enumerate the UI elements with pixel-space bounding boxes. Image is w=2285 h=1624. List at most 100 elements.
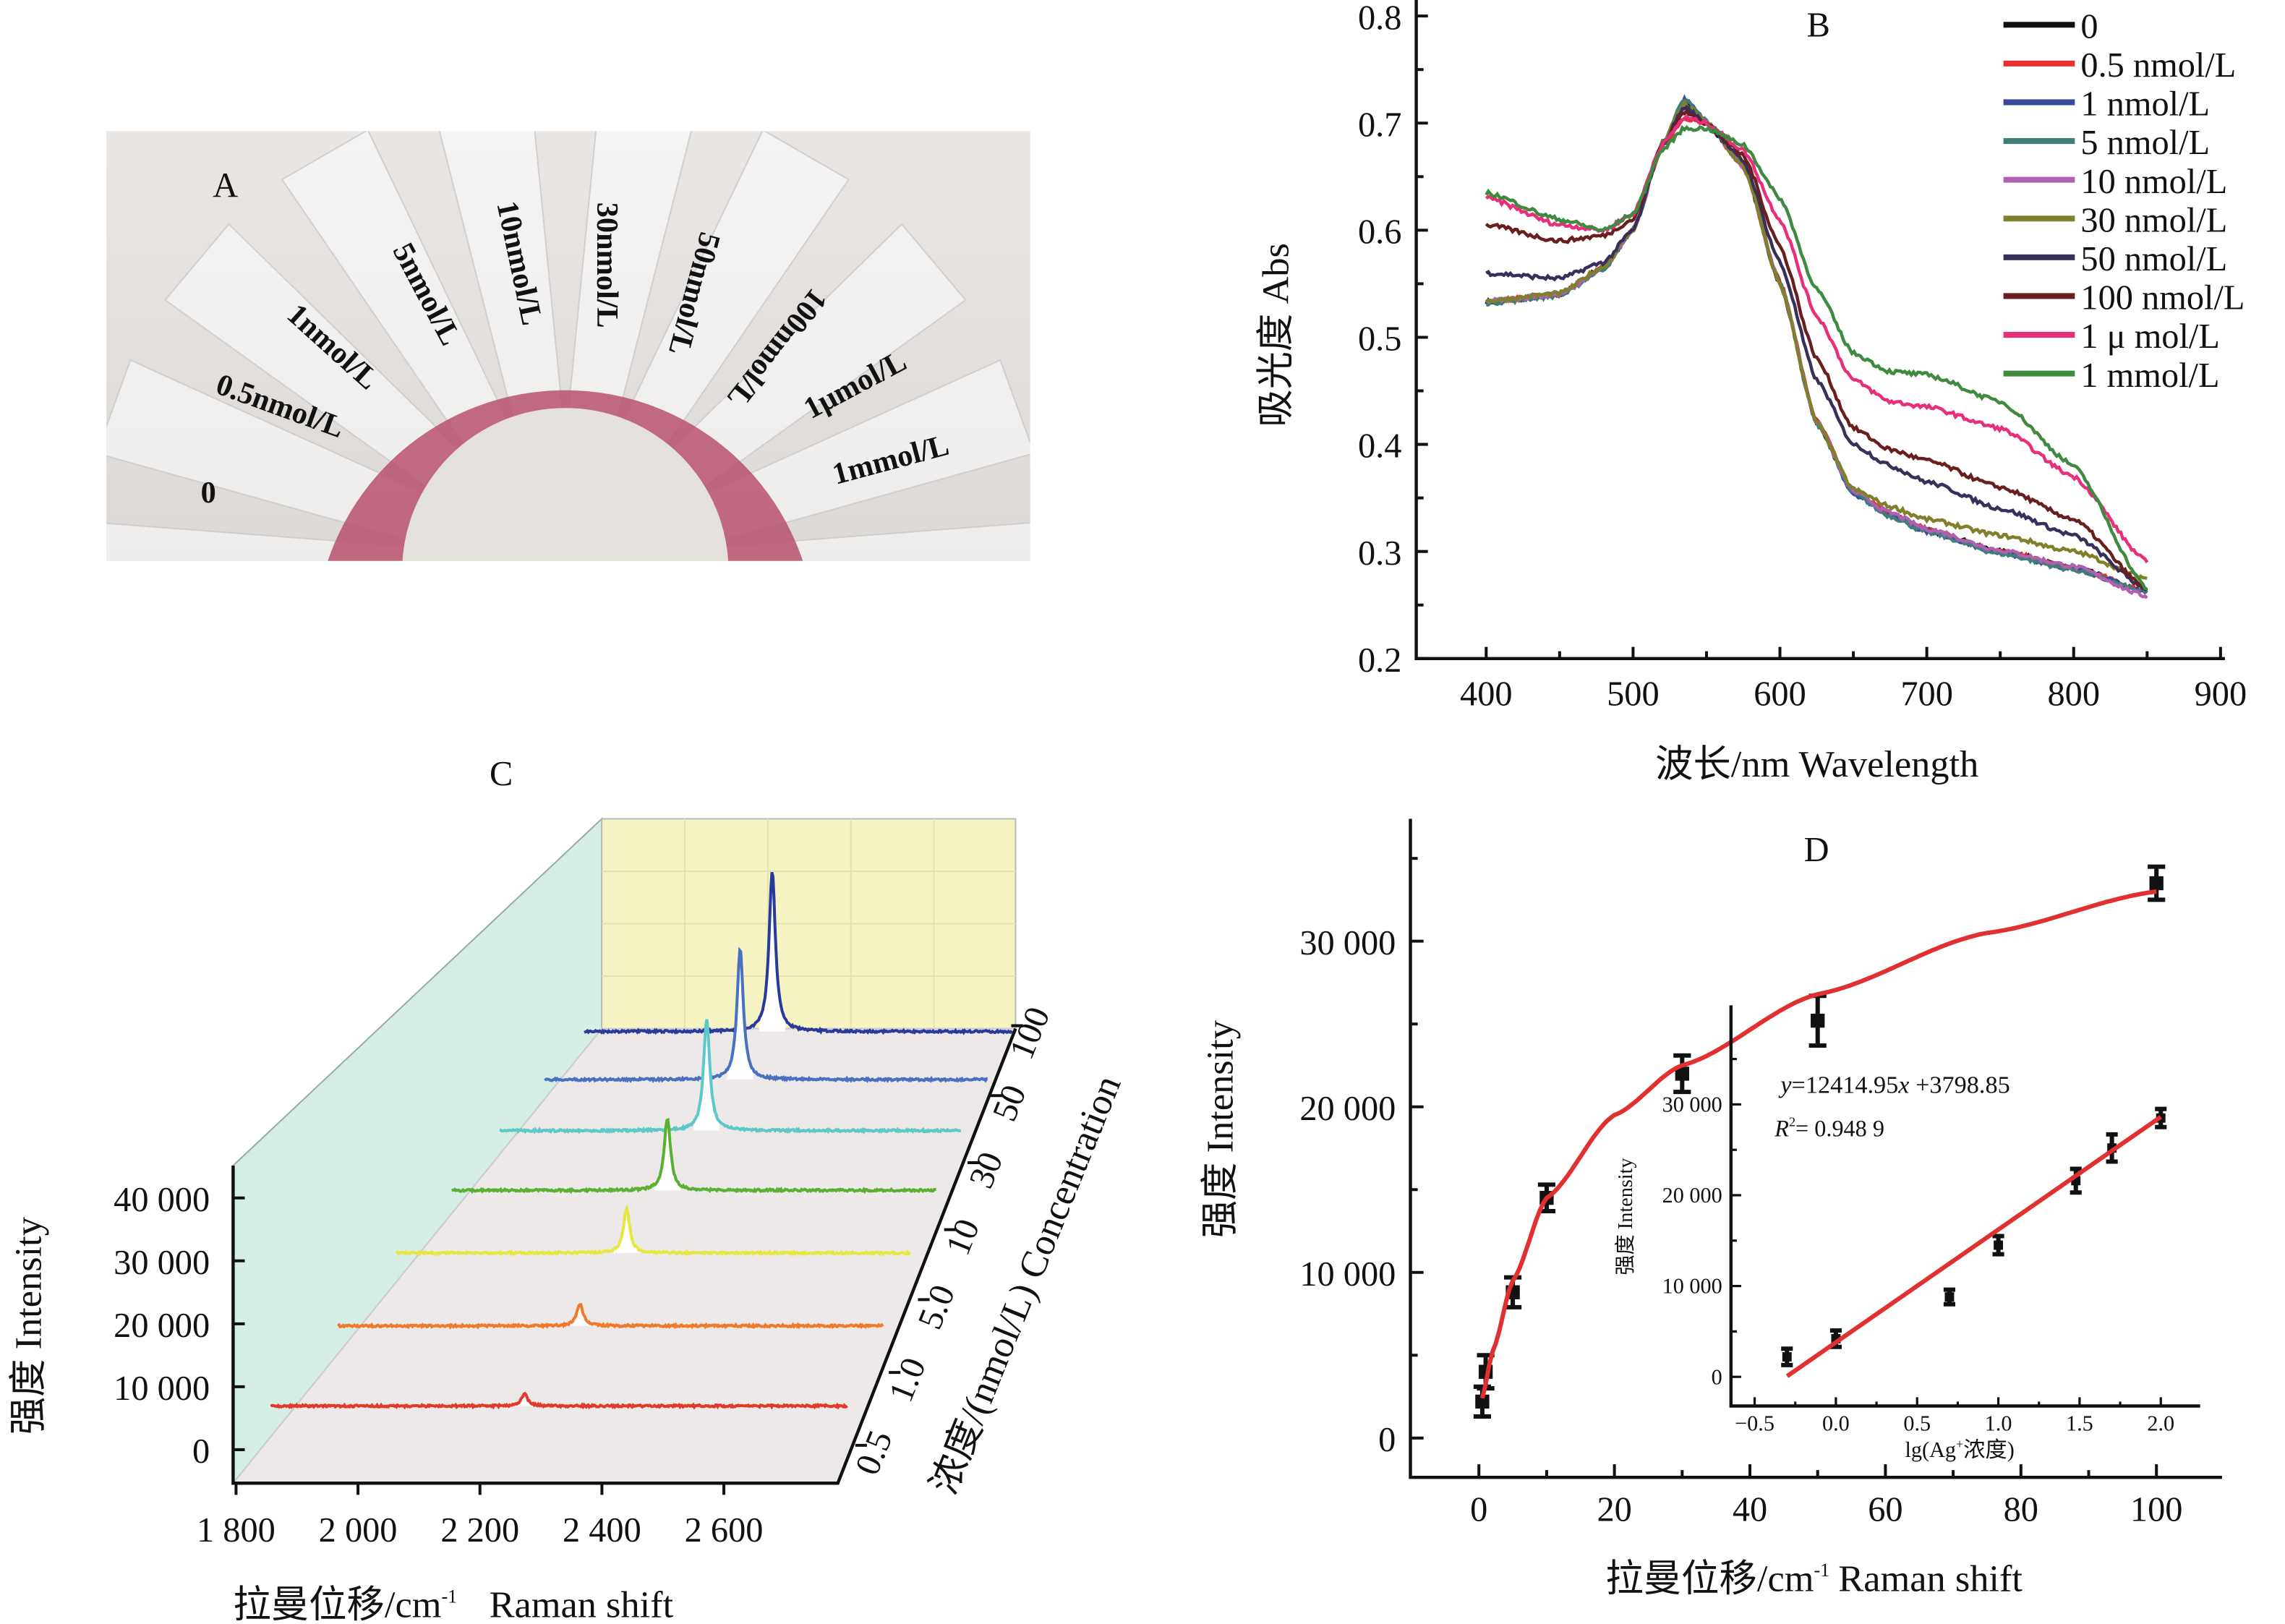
panel-c-raman-3d-chart: C 0 10 000 20 000 30 000 40 000 1 800 2 000 2 2… bbox=[7, 755, 1129, 1624]
b-x-tick-label: 400 bbox=[1460, 675, 1513, 713]
c-y-tick-label: 20 000 bbox=[114, 1307, 210, 1345]
b-legend-label: 1 μ mol/L bbox=[2080, 317, 2220, 356]
c-spectrum-line bbox=[395, 1204, 911, 1257]
c-x-tick-label: 2 200 bbox=[440, 1511, 519, 1550]
b-legend-label: 5 nmol/L bbox=[2080, 124, 2210, 162]
r2-value: = 0.948 9 bbox=[1795, 1116, 1884, 1142]
inset-x-tick-label: 0.5 bbox=[1903, 1411, 1931, 1436]
b-x-tick-label: 700 bbox=[1900, 675, 1953, 713]
inset-data-point bbox=[1943, 1287, 1956, 1307]
c-z-tick-label: 1.0 bbox=[881, 1352, 934, 1407]
inset-x-tick-label: 1.0 bbox=[1985, 1411, 2012, 1436]
c-x-title-en: Raman shift bbox=[490, 1584, 674, 1624]
d-axes bbox=[1409, 819, 2222, 1479]
d-x-title-en: Raman shift bbox=[1838, 1557, 2023, 1599]
b-series-line bbox=[1485, 105, 2148, 592]
c-x-tick-label: 2 600 bbox=[685, 1511, 764, 1550]
tube-fan bbox=[106, 131, 1030, 561]
eq-y: y bbox=[1778, 1071, 1792, 1098]
b-legend-label: 10 nmol/L bbox=[2080, 163, 2227, 201]
b-y-tick-label: 0.3 bbox=[1358, 534, 1401, 573]
d-data-point bbox=[1673, 1053, 1691, 1095]
c-spectrum-line bbox=[584, 871, 1013, 1035]
b-series-line bbox=[1485, 124, 2148, 591]
b-series-line bbox=[1485, 94, 2148, 595]
tube-label: 30nmol/L bbox=[590, 202, 624, 328]
c-z-tick-label: 10 bbox=[939, 1214, 987, 1261]
inset-x-axis-title: lg(Ag+浓度) bbox=[1905, 1437, 2015, 1462]
inset-x-title-sup: + bbox=[1956, 1437, 1963, 1451]
b-legend-label: 100 nmol/L bbox=[2080, 279, 2245, 317]
c-z-tick-label: 30 bbox=[962, 1147, 1010, 1194]
d-x-tick-label: 100 bbox=[2130, 1491, 2183, 1529]
b-y-axis-title: 吸光度 Abs bbox=[1255, 243, 1297, 427]
b-legend-label: 50 nmol/L bbox=[2080, 240, 2227, 278]
c-x-tick-label: 2 000 bbox=[319, 1511, 398, 1550]
inset-x-tick-label: −0.5 bbox=[1735, 1411, 1774, 1436]
d-y-tick-label: 30 000 bbox=[1299, 924, 1396, 962]
b-series-line bbox=[1485, 98, 2148, 594]
b-y-tick-label: 0.5 bbox=[1358, 320, 1401, 359]
inset-data-point bbox=[1992, 1234, 2004, 1257]
c-plot-area: 0 10 000 20 000 30 000 40 000 1 800 2 000 2 200… bbox=[114, 817, 1057, 1550]
inset-y-axis-title: 强度 Intensity bbox=[1614, 1158, 1637, 1275]
b-series-line bbox=[1485, 114, 2149, 563]
inset-y-tick-label: 20 000 bbox=[1662, 1183, 1722, 1208]
eq-slope: =12414.95 bbox=[1792, 1071, 1899, 1098]
c-x-axis-title: 拉曼位移/cm-1 Raman shift bbox=[233, 1584, 673, 1624]
inset-x-tick-label: 2.0 bbox=[2147, 1411, 2174, 1436]
c-y-tick-label: 40 000 bbox=[114, 1181, 210, 1219]
panel-a-label: A bbox=[213, 166, 238, 205]
b-y-tick-label: 0.4 bbox=[1358, 427, 1401, 466]
inset-y-tick-label: 10 000 bbox=[1662, 1274, 1722, 1299]
d-x-tick-label: 40 bbox=[1733, 1491, 1767, 1529]
inset-x-title-a: lg(Ag bbox=[1905, 1437, 1957, 1462]
b-legend-label: 30 nmol/L bbox=[2080, 201, 2227, 239]
b-legend-label: 0.5 nmol/L bbox=[2080, 46, 2236, 85]
d-y-tick-label: 0 bbox=[1378, 1421, 1396, 1459]
eq-x: x bbox=[1897, 1071, 1909, 1098]
c-spectrum-line bbox=[499, 1019, 962, 1134]
b-x-tick-label: 500 bbox=[1607, 675, 1660, 713]
panel-d-label: D bbox=[1804, 831, 1829, 869]
c-y-tick-label: 30 000 bbox=[114, 1244, 210, 1282]
pink-solution-band bbox=[328, 390, 803, 561]
eq-intercept: +3798.85 bbox=[1910, 1071, 2010, 1098]
d-y-tick-label: 20 000 bbox=[1299, 1090, 1396, 1128]
b-legend-label: 1 nmol/L bbox=[2080, 85, 2210, 124]
b-x-axis-title: 波长/nm Wavelength bbox=[1655, 743, 1978, 785]
r2-sup: 2 bbox=[1789, 1115, 1795, 1129]
inset-fit-line bbox=[1785, 1115, 2162, 1378]
d-x-tick-label: 80 bbox=[2004, 1491, 2038, 1529]
d-x-tick-label: 60 bbox=[1868, 1491, 1902, 1529]
c-x-tick-label: 2 400 bbox=[563, 1511, 641, 1550]
b-legend: 00.5 nmol/L1 nmol/L5 nmol/L10 nmol/L30 n… bbox=[2003, 7, 2245, 395]
b-x-tick-label: 900 bbox=[2195, 675, 2247, 713]
b-legend-label: 1 mmol/L bbox=[2080, 356, 2219, 395]
c-x-tick-label: 1 800 bbox=[197, 1511, 276, 1550]
d-x-title-cn: 拉曼位移/cm bbox=[1605, 1557, 1814, 1599]
d-x-tick-label: 20 bbox=[1597, 1491, 1631, 1529]
c-spectrum-line bbox=[337, 1302, 884, 1330]
b-y-tick-label: 0.7 bbox=[1358, 106, 1401, 144]
inset-axes bbox=[1729, 1005, 2200, 1408]
b-x-tick-label: 800 bbox=[2047, 675, 2100, 713]
d-data-point bbox=[1808, 993, 1827, 1048]
inset-r-squared: R2= 0.948 9 bbox=[1774, 1115, 1884, 1142]
c-y-axis-title: 强度 Intensity bbox=[7, 1217, 49, 1435]
b-y-tick-label: 0.8 bbox=[1358, 0, 1401, 37]
d-y-tick-label: 10 000 bbox=[1299, 1255, 1396, 1294]
r2-label: R bbox=[1774, 1116, 1789, 1142]
c-y-tick-label: 10 000 bbox=[114, 1369, 210, 1408]
d-fit-curve bbox=[1479, 889, 2157, 1399]
d-x-axis-title: 拉曼位移/cm-1 Raman shift bbox=[1605, 1557, 2023, 1599]
inset-data-point bbox=[1781, 1346, 1793, 1367]
b-series-line bbox=[1485, 108, 2148, 591]
d-x-tick-label: 0 bbox=[1470, 1491, 1487, 1529]
c-peak-fill bbox=[511, 1393, 538, 1406]
d-inset-linear-fit: 0 10 000 20 000 30 000 −0.5 0.0 0.5 1.0 1.5 2.0 bbox=[1662, 1005, 2200, 1436]
b-x-tick-label: 600 bbox=[1754, 675, 1806, 713]
c-spectrum-line bbox=[451, 1118, 936, 1195]
b-plot-area: 0.2 0.3 0.4 0.5 0.6 0.7 0.8 400 500 600 700 800 900 bbox=[1358, 0, 2247, 713]
